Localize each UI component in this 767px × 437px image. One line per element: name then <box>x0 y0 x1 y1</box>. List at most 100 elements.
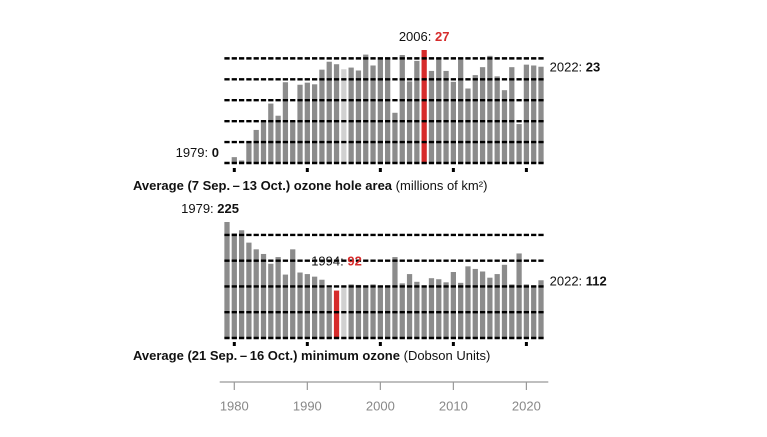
bar <box>311 276 318 338</box>
annotation-value: 92 <box>347 254 361 269</box>
bar <box>509 67 515 163</box>
bar <box>436 279 442 338</box>
bar <box>516 124 522 163</box>
bar <box>531 65 537 163</box>
annotation: 1979: 225 <box>181 201 239 216</box>
bar <box>355 70 362 163</box>
unit-text: (millions of km²) <box>396 178 488 193</box>
bar <box>501 90 508 163</box>
annotation-label: 2022: <box>550 60 583 75</box>
annotation-value: 23 <box>586 60 600 75</box>
annotation: 2022: 23 <box>550 60 601 75</box>
bar <box>414 60 420 163</box>
annotation-value: 27 <box>435 29 449 44</box>
annotation: 1979: 0 <box>176 145 219 160</box>
bar <box>458 282 464 338</box>
annotation-label: 1979: <box>181 201 214 216</box>
bar <box>238 230 245 338</box>
annotation-value: 112 <box>586 274 607 289</box>
annotation: 1994: 92 <box>311 254 362 269</box>
bar <box>253 129 259 163</box>
annotation-label: 1979: <box>176 145 209 160</box>
bar <box>392 112 398 163</box>
x-tick-label: 1980 <box>220 398 249 413</box>
bar <box>290 249 296 338</box>
bar <box>523 64 530 163</box>
bar <box>377 59 383 163</box>
bar <box>246 142 252 163</box>
bar <box>414 281 420 338</box>
panel-title: Average (21 Sep. – 16 Oct.) minimum ozon… <box>133 348 490 363</box>
bar <box>465 88 471 163</box>
bar <box>436 57 442 163</box>
bar <box>260 253 267 338</box>
bar <box>304 274 310 338</box>
bar <box>487 55 493 163</box>
bar <box>275 257 281 338</box>
bar <box>472 268 478 338</box>
bar <box>297 272 303 338</box>
title-text: Average (7 Sep. – 13 Oct.) ozone hole ar… <box>133 178 393 193</box>
bar <box>472 75 478 163</box>
annotation: 2022: 112 <box>550 274 607 289</box>
bar <box>406 274 413 338</box>
bar <box>246 242 252 338</box>
x-tick-label: 2000 <box>366 398 395 413</box>
bar <box>392 257 398 338</box>
annotation-label: 2006: <box>399 29 432 44</box>
bar <box>282 82 289 163</box>
bar <box>282 274 289 338</box>
bar <box>450 272 457 338</box>
bar <box>268 103 274 163</box>
bar <box>231 157 237 163</box>
annotation-label: 1994: <box>311 254 344 269</box>
bar <box>297 84 303 163</box>
bar <box>538 66 544 163</box>
bar <box>333 64 340 163</box>
bar <box>363 54 369 164</box>
x-tick-label: 1990 <box>293 398 322 413</box>
bar <box>319 69 325 163</box>
bar <box>370 65 376 163</box>
bar <box>538 280 544 338</box>
panel-title: Average (7 Sep. – 13 Oct.) ozone hole ar… <box>133 178 487 193</box>
annotation-value: 0 <box>212 145 219 160</box>
bar <box>428 278 435 338</box>
bar <box>311 84 318 163</box>
bar <box>275 115 281 163</box>
bar <box>341 69 347 163</box>
bar <box>501 264 508 338</box>
bar <box>494 274 500 338</box>
bar <box>238 160 245 163</box>
bar <box>465 266 471 338</box>
bar <box>224 222 230 338</box>
bar <box>385 58 391 163</box>
x-tick-label: 2020 <box>512 398 541 413</box>
bar <box>319 279 325 338</box>
unit-text: (Dobson Units) <box>404 348 491 363</box>
bar <box>494 76 500 163</box>
bar <box>253 249 259 338</box>
bar <box>399 55 405 164</box>
annotation: 2006: 27 <box>399 29 450 44</box>
bar <box>428 70 435 163</box>
bar <box>421 50 427 163</box>
bar <box>479 67 486 163</box>
annotation-label: 2022: <box>550 274 583 289</box>
bar <box>333 290 340 338</box>
bar <box>450 81 457 163</box>
bar <box>326 61 332 163</box>
bar <box>516 253 522 338</box>
bar <box>443 282 449 338</box>
bar <box>268 263 274 338</box>
bar <box>348 67 354 163</box>
annotation-value: 225 <box>217 201 239 216</box>
bar <box>399 283 405 338</box>
bar <box>458 59 464 163</box>
x-tick-label: 2010 <box>439 398 468 413</box>
bar <box>304 82 310 163</box>
bar <box>479 271 486 338</box>
bar <box>487 277 493 338</box>
title-text: Average (21 Sep. – 16 Oct.) minimum ozon… <box>133 348 400 363</box>
